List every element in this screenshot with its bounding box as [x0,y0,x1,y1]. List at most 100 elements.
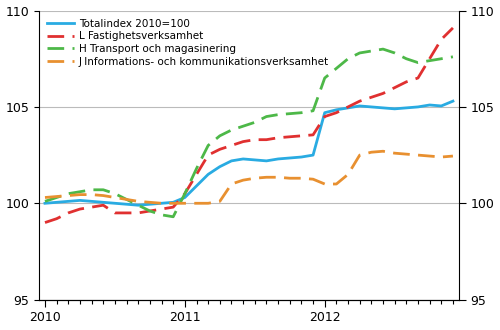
L Fastighetsverksamhet [228,144,234,148]
J Informations- och kommunikationsverksamhet [438,155,444,159]
H Transport och magasinering [310,109,316,113]
J Informations- och kommunikationsverksamhet [404,152,409,156]
J Informations- och kommunikationsverksamhet [356,153,362,157]
Totalindex 2010=100 [205,172,211,176]
H Transport och magasinering [228,128,234,132]
H Transport och magasinering [147,209,153,213]
J Informations- och kommunikationsverksamhet [135,199,141,203]
H Transport och magasinering [450,55,456,59]
L Fastighetsverksamhet [147,209,153,213]
Totalindex 2010=100 [170,200,176,204]
J Informations- och kommunikationsverksamhet [275,175,281,179]
Totalindex 2010=100 [322,111,328,115]
H Transport och magasinering [158,213,164,217]
J Informations- och kommunikationsverksamhet [88,193,94,197]
H Transport och magasinering [217,134,223,138]
H Transport och magasinering [88,188,94,192]
H Transport och magasinering [42,199,48,203]
H Transport och magasinering [404,57,409,61]
H Transport och magasinering [124,197,130,201]
L Fastighetsverksamhet [310,133,316,137]
Totalindex 2010=100 [264,159,270,163]
L Fastighetsverksamhet [88,205,94,209]
L Fastighetsverksamhet [112,211,118,215]
H Transport och magasinering [356,51,362,55]
L Fastighetsverksamhet [264,138,270,142]
L Fastighetsverksamhet [182,192,188,196]
H Transport och magasinering [298,111,304,115]
Totalindex 2010=100 [334,108,340,112]
J Informations- och kommunikationsverksamhet [170,201,176,205]
L Fastighetsverksamhet [438,38,444,42]
L Fastighetsverksamhet [334,111,340,115]
L Fastighetsverksamhet [205,153,211,157]
H Transport och magasinering [426,59,432,63]
J Informations- och kommunikationsverksamhet [100,194,106,198]
L Fastighetsverksamhet [298,134,304,138]
J Informations- och kommunikationsverksamhet [182,201,188,205]
H Transport och magasinering [380,47,386,51]
L Fastighetsverksamhet [135,211,141,215]
J Informations- och kommunikationsverksamhet [310,177,316,181]
L Fastighetsverksamhet [450,26,456,30]
Totalindex 2010=100 [392,107,398,111]
L Fastighetsverksamhet [100,203,106,207]
Totalindex 2010=100 [112,201,118,205]
L Fastighetsverksamhet [380,91,386,95]
Totalindex 2010=100 [124,202,130,206]
Totalindex 2010=100 [42,201,48,205]
J Informations- och kommunikationsverksamhet [345,172,351,176]
Totalindex 2010=100 [426,103,432,107]
J Informations- och kommunikationsverksamhet [426,154,432,158]
H Transport och magasinering [438,57,444,61]
H Transport och magasinering [345,57,351,61]
H Transport och magasinering [77,190,83,194]
J Informations- och kommunikationsverksamhet [264,175,270,179]
H Transport och magasinering [392,51,398,55]
L Fastighetsverksamhet [170,205,176,209]
H Transport och magasinering [368,49,374,53]
Line: H Transport och magasinering: H Transport och magasinering [45,49,453,217]
L Fastighetsverksamhet [368,95,374,99]
L Fastighetsverksamhet [77,207,83,211]
Totalindex 2010=100 [287,156,293,160]
L Fastighetsverksamhet [66,211,71,215]
J Informations- och kommunikationsverksamhet [147,200,153,204]
Totalindex 2010=100 [135,203,141,207]
L Fastighetsverksamhet [356,99,362,103]
L Fastighetsverksamhet [275,136,281,140]
J Informations- och kommunikationsverksamhet [228,182,234,186]
L Fastighetsverksamhet [426,57,432,61]
Totalindex 2010=100 [228,159,234,163]
Totalindex 2010=100 [252,158,258,162]
H Transport och magasinering [264,115,270,118]
H Transport och magasinering [287,112,293,115]
H Transport och magasinering [205,144,211,148]
L Fastighetsverksamhet [287,135,293,139]
Totalindex 2010=100 [404,106,409,110]
J Informations- och kommunikationsverksamhet [217,199,223,203]
H Transport och magasinering [275,113,281,116]
J Informations- och kommunikationsverksamhet [66,194,71,198]
J Informations- och kommunikationsverksamhet [298,176,304,180]
L Fastighetsverksamhet [158,207,164,211]
Totalindex 2010=100 [77,198,83,202]
Totalindex 2010=100 [88,199,94,203]
J Informations- och kommunikationsverksamhet [124,197,130,201]
J Informations- och kommunikationsverksamhet [205,201,211,205]
Totalindex 2010=100 [240,157,246,161]
Totalindex 2010=100 [194,184,200,188]
Totalindex 2010=100 [217,165,223,169]
J Informations- och kommunikationsverksamhet [42,195,48,199]
Totalindex 2010=100 [147,202,153,206]
J Informations- och kommunikationsverksamhet [54,195,60,199]
H Transport och magasinering [194,167,200,171]
Totalindex 2010=100 [368,105,374,109]
J Informations- och kommunikationsverksamhet [240,178,246,182]
L Fastighetsverksamhet [240,140,246,144]
J Informations- och kommunikationsverksamhet [415,153,421,157]
Legend: Totalindex 2010=100, L Fastighetsverksamhet, H Transport och magasinering, J Inf: Totalindex 2010=100, L Fastighetsverksam… [44,16,332,70]
Totalindex 2010=100 [54,200,60,204]
H Transport och magasinering [112,192,118,196]
L Fastighetsverksamhet [124,211,130,215]
